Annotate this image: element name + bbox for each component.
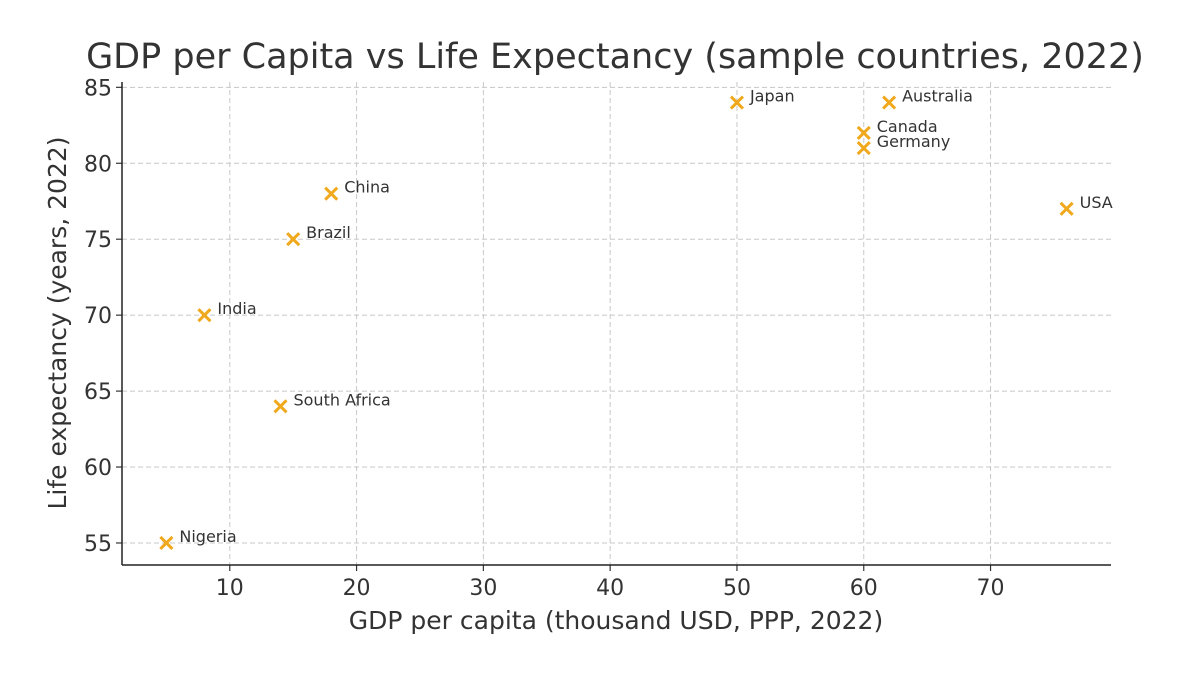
x-marker-south-africa [273, 399, 288, 414]
point-label: Nigeria [179, 527, 236, 546]
grid [122, 82, 1111, 565]
ticks: 10 20 30 40 50 60 70 55 60 65 70 75 80 85 [84, 76, 1005, 601]
data-points: Nigeria India South Africa Brazil China Japan… [159, 87, 1113, 551]
point-label: South Africa [293, 390, 390, 409]
x-tick-label: 70 [977, 576, 1005, 601]
point-label: India [217, 299, 256, 318]
x-marker-china [324, 186, 339, 201]
y-tick-label: 60 [84, 456, 112, 481]
y-tick-label: 80 [84, 152, 112, 177]
y-tick-label: 75 [84, 228, 112, 253]
point-label: Japan [749, 87, 795, 106]
point-label: Germany [877, 132, 951, 151]
point-label: China [344, 178, 390, 197]
x-marker-usa [1059, 201, 1074, 216]
x-marker-canada [856, 125, 871, 140]
y-tick-label: 85 [84, 76, 112, 101]
point-label: Brazil [306, 223, 351, 242]
x-tick-label: 10 [216, 576, 244, 601]
x-marker-australia [882, 95, 897, 110]
x-marker-nigeria [159, 535, 174, 551]
x-axis-label: GDP per capita (thousand USD, PPP, 2022) [349, 606, 883, 635]
y-tick-label: 70 [84, 304, 112, 329]
x-marker-brazil [286, 232, 301, 247]
x-tick-label: 40 [596, 576, 624, 601]
x-tick-label: 60 [850, 576, 878, 601]
y-axis-label: Life expectancy (years, 2022) [43, 136, 72, 509]
chart-title: GDP per Capita vs Life Expectancy (sampl… [86, 37, 1144, 77]
point-label: Canada [877, 117, 938, 136]
x-marker-india [197, 308, 212, 323]
point-label: Australia [902, 87, 973, 106]
x-marker-germany [856, 141, 871, 156]
x-tick-label: 20 [343, 576, 371, 601]
x-tick-label: 50 [723, 576, 751, 601]
y-tick-label: 55 [84, 532, 112, 557]
point-label: USA [1080, 193, 1113, 212]
x-marker-japan [729, 95, 745, 110]
y-tick-label: 65 [84, 380, 112, 405]
x-tick-label: 30 [469, 576, 497, 601]
